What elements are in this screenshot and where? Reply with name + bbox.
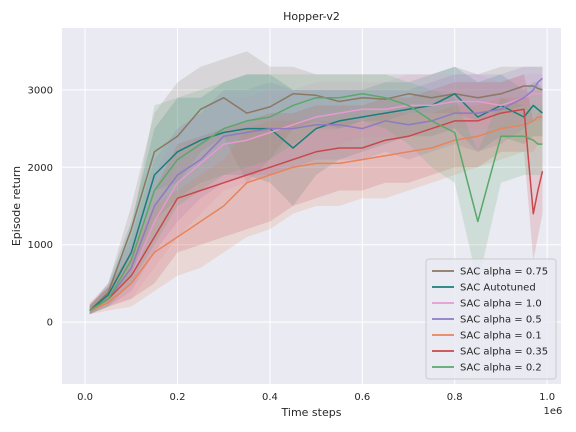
x-tick-label: 0.0 [77, 392, 93, 403]
legend-label: SAC alpha = 0.2 [460, 363, 542, 374]
chart-title: Hopper-v2 [283, 10, 340, 23]
y-tick-label: 2000 [28, 163, 53, 174]
x-tick-label: 0.4 [262, 392, 278, 403]
x-axis-label: Time steps [281, 406, 342, 419]
legend-label: SAC alpha = 0.1 [460, 331, 542, 342]
legend-label: SAC alpha = 0.35 [460, 347, 548, 358]
x-tick-label: 0.2 [170, 392, 186, 403]
x-tick-label: 0.8 [447, 392, 463, 403]
y-tick-label: 0 [47, 318, 53, 329]
legend-label: SAC alpha = 0.5 [460, 315, 542, 326]
legend-label: SAC Autotuned [460, 283, 536, 294]
y-axis-label: Episode return [10, 166, 23, 246]
x-tick-label: 1.0 [539, 392, 555, 403]
y-tick-labels: 0 1000 2000 3000 [28, 85, 53, 328]
legend-label: SAC alpha = 1.0 [460, 299, 542, 310]
legend: SAC alpha = 0.75 SAC Autotuned SAC alpha =… [426, 259, 556, 379]
y-tick-label: 1000 [28, 240, 53, 251]
x-tick-label: 0.6 [354, 392, 370, 403]
x-tick-labels: 0.0 0.2 0.4 0.6 0.8 1.0 [77, 392, 555, 403]
x-axis-offset-label: 1e6 [544, 406, 563, 417]
legend-label: SAC alpha = 0.75 [460, 267, 548, 278]
y-tick-label: 3000 [28, 85, 53, 96]
